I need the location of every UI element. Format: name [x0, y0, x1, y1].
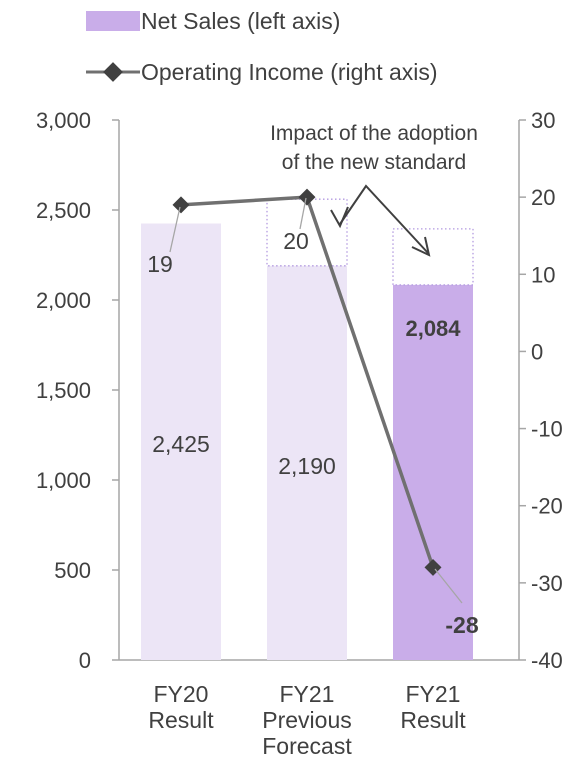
operating-income-series	[172, 188, 442, 576]
x-axis-category-label: Forecast	[262, 733, 352, 759]
left-axis-tick-label: 1,000	[36, 468, 91, 493]
right-axis-tick-label: -40	[531, 648, 563, 673]
operating-income-data-label: -28	[445, 612, 478, 638]
net-sales-bar	[267, 265, 347, 660]
net-sales-data-label: 2,190	[278, 453, 336, 479]
operating-income-leader-line	[434, 568, 463, 604]
net-sales-bar	[393, 284, 473, 660]
right-axis-tick-label: 10	[531, 262, 555, 287]
adoption-impact-box	[392, 228, 474, 286]
x-axis-category-label: FY21	[406, 681, 461, 707]
right-axis-tick-label: 0	[531, 339, 543, 364]
right-axis-tick-label: -20	[531, 494, 563, 519]
left-axis-tick-label: 500	[54, 558, 91, 583]
net-sales-bars	[141, 223, 473, 660]
x-axis-category-label: Result	[148, 707, 214, 733]
x-axis-category-label: Previous	[262, 707, 351, 733]
operating-income-data-label: 20	[283, 228, 309, 254]
net-sales-bar	[141, 223, 221, 660]
legend-operating-income-marker	[103, 62, 123, 82]
left-axis-tick-label: 2,500	[36, 198, 91, 223]
operating-income-leader-line	[169, 206, 181, 253]
right-axis-tick-label: -10	[531, 417, 563, 442]
operating-income-marker	[298, 188, 316, 206]
left-axis-tick-label: 0	[79, 648, 91, 673]
net-sales-data-labels: 2,425 2,190 2,084	[152, 316, 461, 479]
operating-income-marker	[172, 196, 190, 214]
x-axis-category-label: FY20	[154, 681, 209, 707]
operating-income-data-label: 19	[147, 251, 173, 277]
annotation-line-1: Impact of the adoption	[270, 122, 478, 145]
right-axis-tick-label: -30	[531, 571, 563, 596]
x-axis-category-label: FY21	[280, 681, 335, 707]
left-axis-tick-label: 1,500	[36, 378, 91, 403]
annotation-arrowhead-right	[411, 236, 431, 257]
net-sales-data-label: 2,084	[405, 316, 461, 341]
legend-net-sales-label: Net Sales (left axis)	[141, 8, 340, 34]
operating-income-data-labels: 19 20 -28	[147, 197, 479, 638]
left-axis-tick-label: 2,000	[36, 288, 91, 313]
annotation-arrowhead-left	[330, 206, 349, 229]
annotation: Impact of the adoption of the new standa…	[270, 122, 478, 257]
x-axis-category-label: Result	[400, 707, 466, 733]
right-axis: -40 -30 -20 -10 0 10 20 30	[518, 108, 563, 673]
right-axis-tick-label: 20	[531, 185, 555, 210]
left-axis-tick-label: 3,000	[36, 108, 91, 133]
net-sales-data-label: 2,425	[152, 431, 210, 457]
annotation-line-2: of the new standard	[282, 151, 466, 174]
legend: Net Sales (left axis) Operating Income (…	[86, 8, 438, 85]
left-axis: 0 500 1,000 1,500 2,000 2,500 3,000	[36, 108, 120, 673]
legend-net-sales-swatch	[86, 11, 140, 31]
operating-income-leader-line	[299, 197, 307, 230]
right-axis-tick-label: 30	[531, 108, 555, 133]
legend-operating-income-label: Operating Income (right axis)	[141, 59, 438, 85]
annotation-arrow	[339, 184, 429, 254]
